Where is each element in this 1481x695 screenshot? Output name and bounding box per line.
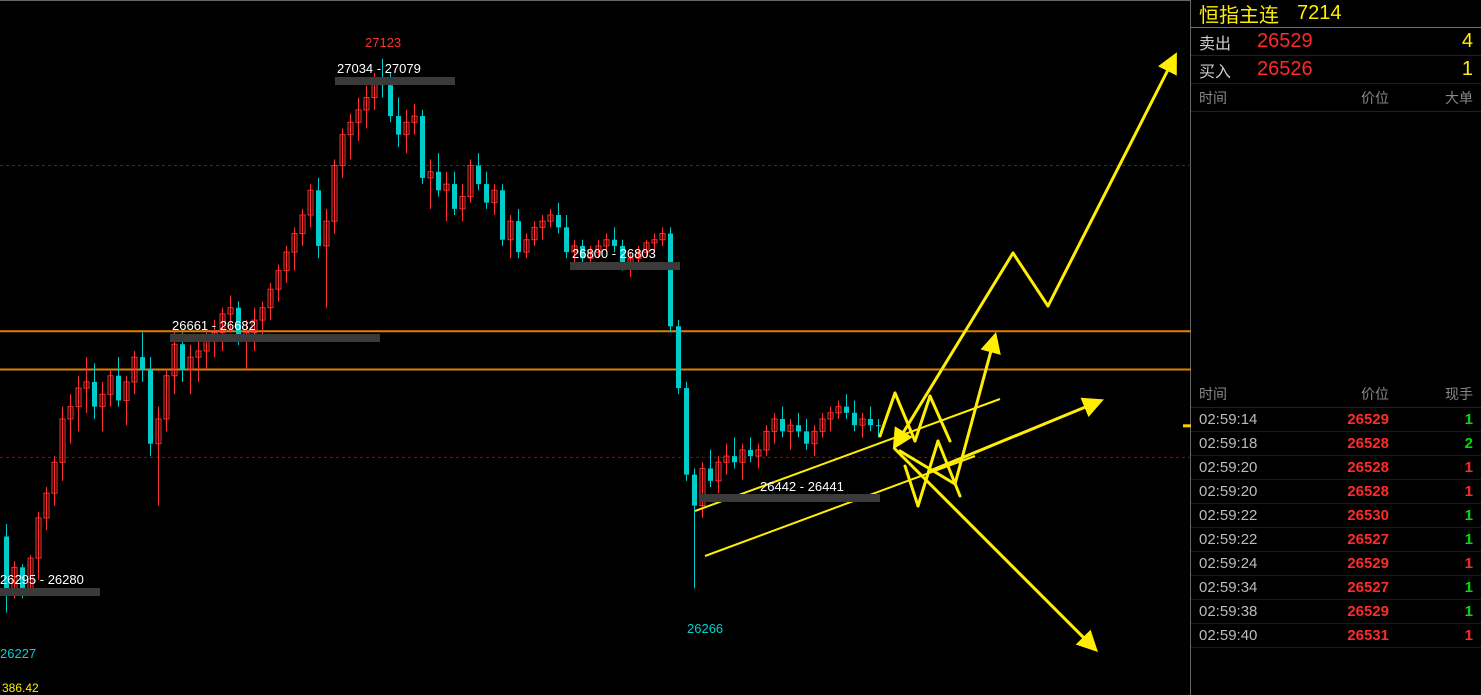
trade-row[interactable]: 02:59:20265281 — [1191, 456, 1481, 480]
buy-quote-row[interactable]: 买入 26526 1 — [1191, 56, 1481, 84]
price-label: 26800 - 26803 — [572, 246, 656, 261]
trade-vol: 1 — [1389, 627, 1473, 644]
trade-vol: 1 — [1389, 579, 1473, 596]
trade-time: 02:59:40 — [1199, 627, 1289, 644]
trade-row[interactable]: 02:59:18265282 — [1191, 432, 1481, 456]
trade-vol: 1 — [1389, 603, 1473, 620]
price-label: 27123 — [365, 35, 401, 50]
instrument-name: 恒指主连 — [1199, 0, 1279, 28]
trade-price: 26529 — [1289, 411, 1389, 428]
big-orders-header: 时间 价位 大单 — [1191, 84, 1481, 112]
trade-time: 02:59:20 — [1199, 459, 1289, 476]
trade-time: 02:59:14 — [1199, 411, 1289, 428]
hdr-time: 时间 — [1199, 88, 1289, 108]
trade-price: 26530 — [1289, 507, 1389, 524]
chart-svg — [0, 1, 1191, 695]
trade-time: 02:59:22 — [1199, 507, 1289, 524]
trade-time: 02:59:34 — [1199, 579, 1289, 596]
trade-row[interactable]: 02:59:24265291 — [1191, 552, 1481, 576]
trade-price: 26529 — [1289, 603, 1389, 620]
instrument-title-row[interactable]: 恒指主连 7214 — [1191, 0, 1481, 28]
trade-row[interactable]: 02:59:14265291 — [1191, 408, 1481, 432]
trade-price: 26529 — [1289, 555, 1389, 572]
buy-price: 26526 — [1249, 58, 1433, 81]
price-label: 26227 — [0, 646, 36, 661]
hdr2-vol: 现手 — [1389, 384, 1473, 404]
hdr2-price: 价位 — [1289, 384, 1389, 404]
level-strip — [170, 334, 380, 342]
level-strip — [700, 494, 880, 502]
chart-area[interactable]: 27123 27034 - 27079 26800 - 26803 26661 - 2… — [0, 0, 1191, 695]
trade-vol: 1 — [1389, 507, 1473, 524]
trade-vol: 1 — [1389, 411, 1473, 428]
trade-vol: 1 — [1389, 555, 1473, 572]
buy-label: 买入 — [1199, 58, 1249, 82]
price-label: 26442 - 26441 — [760, 479, 844, 494]
trades-header: 时间 价位 现手 — [1191, 380, 1481, 408]
trade-row[interactable]: 02:59:22265271 — [1191, 528, 1481, 552]
trade-time: 02:59:18 — [1199, 435, 1289, 452]
price-label: 27034 - 27079 — [337, 61, 421, 76]
level-strip — [0, 588, 100, 596]
trades-list[interactable]: 02:59:1426529102:59:1826528202:59:202652… — [1191, 408, 1481, 648]
sell-vol: 4 — [1433, 30, 1473, 53]
sell-price: 26529 — [1249, 30, 1433, 53]
buy-vol: 1 — [1433, 58, 1473, 81]
trade-price: 26528 — [1289, 483, 1389, 500]
side-panel: 恒指主连 7214 卖出 26529 4 买入 26526 1 时间 价位 大单… — [1191, 0, 1481, 695]
price-label: 26266 — [687, 621, 723, 636]
trade-time: 02:59:22 — [1199, 531, 1289, 548]
big-orders-empty — [1191, 112, 1481, 380]
trade-time: 02:59:20 — [1199, 483, 1289, 500]
level-strip — [570, 262, 680, 270]
hdr-big: 大单 — [1389, 88, 1473, 108]
sell-quote-row[interactable]: 卖出 26529 4 — [1191, 28, 1481, 56]
trade-row[interactable]: 02:59:22265301 — [1191, 504, 1481, 528]
trade-price: 26528 — [1289, 459, 1389, 476]
trade-vol: 1 — [1389, 531, 1473, 548]
hdr-price: 价位 — [1289, 88, 1389, 108]
trade-price: 26531 — [1289, 627, 1389, 644]
sell-label: 卖出 — [1199, 30, 1249, 54]
trade-time: 02:59:38 — [1199, 603, 1289, 620]
level-strip — [335, 77, 455, 85]
trade-row[interactable]: 02:59:34265271 — [1191, 576, 1481, 600]
trade-vol: 1 — [1389, 483, 1473, 500]
trade-price: 26527 — [1289, 531, 1389, 548]
trade-row[interactable]: 02:59:20265281 — [1191, 480, 1481, 504]
instrument-code: 7214 — [1297, 2, 1342, 25]
trade-vol: 2 — [1389, 435, 1473, 452]
trade-price: 26528 — [1289, 435, 1389, 452]
trade-time: 02:59:24 — [1199, 555, 1289, 572]
price-label: 26295 - 26280 — [0, 572, 84, 587]
hdr2-time: 时间 — [1199, 384, 1289, 404]
price-label: 26661 - 26682 — [172, 318, 256, 333]
trade-row[interactable]: 02:59:38265291 — [1191, 600, 1481, 624]
trade-vol: 1 — [1389, 459, 1473, 476]
bottom-ticker: 386.42 — [0, 681, 39, 695]
trade-price: 26527 — [1289, 579, 1389, 596]
trade-row[interactable]: 02:59:40265311 — [1191, 624, 1481, 648]
